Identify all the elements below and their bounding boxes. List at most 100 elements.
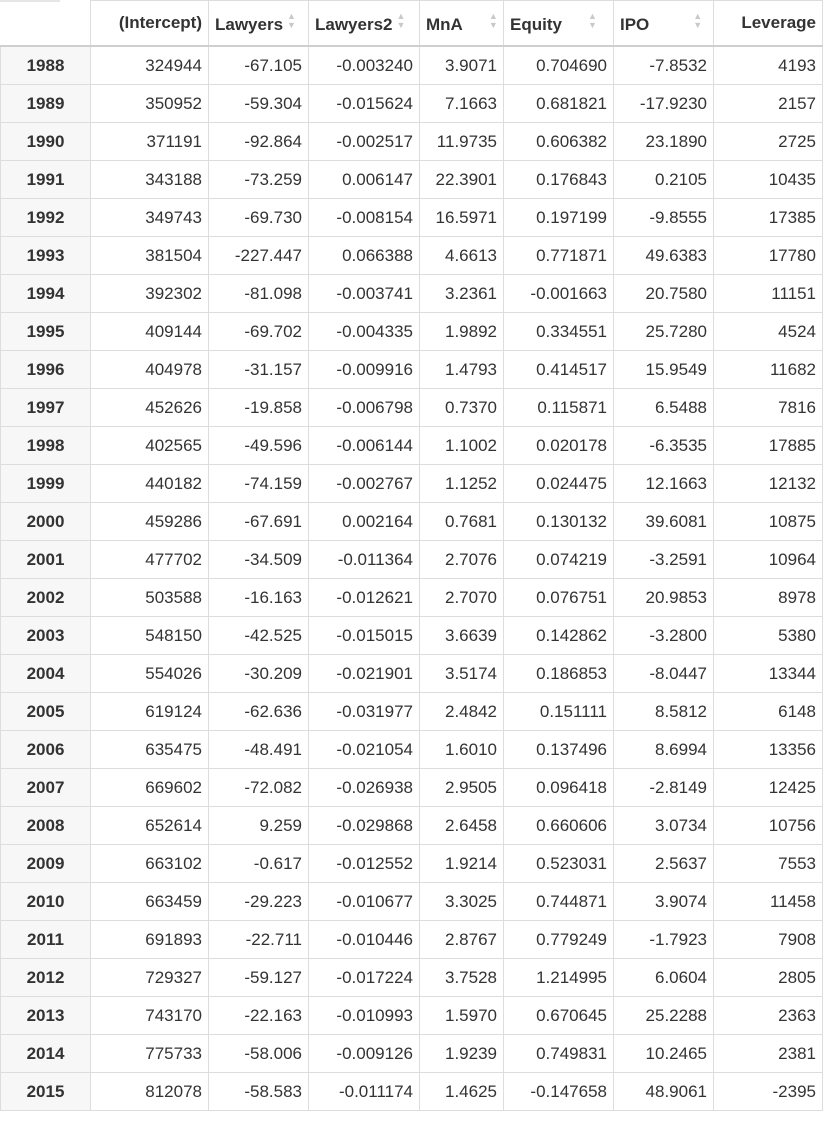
table-cell: 0.704690 (503, 45, 614, 85)
table-cell: 652614 (90, 806, 209, 845)
table-cell: -0.003741 (308, 274, 420, 313)
table-cell: -0.003240 (308, 45, 420, 85)
table-row: 1999 440182 -74.159 -0.002767 1.1252 0.024475… (0, 464, 823, 503)
table-cell: 6.0604 (613, 958, 714, 997)
table-cell: -17.9230 (613, 84, 714, 123)
table-cell: 349743 (90, 198, 209, 237)
table-cell: 3.3025 (419, 882, 504, 921)
table-cell: 2805 (713, 958, 823, 997)
row-header-year: 2003 (0, 616, 91, 655)
sort-icon[interactable]: ▲ ▼ (693, 10, 703, 30)
table-cell: 0.523031 (503, 844, 614, 883)
table-cell: 392302 (90, 274, 209, 313)
table-cell: 2.6458 (419, 806, 504, 845)
table-cell: -58.583 (208, 1072, 309, 1111)
table-cell: 10964 (713, 540, 823, 579)
table-cell: 1.9214 (419, 844, 504, 883)
table-cell: 2381 (713, 1034, 823, 1073)
table-cell: 3.9071 (419, 45, 504, 85)
table-cell: 0.074219 (503, 540, 614, 579)
table-cell: 7.1663 (419, 84, 504, 123)
table-cell: 3.2361 (419, 274, 504, 313)
table-cell: 0.066388 (308, 236, 420, 275)
table-cell: 452626 (90, 388, 209, 427)
row-header-year: 1992 (0, 198, 91, 237)
table-cell: -0.006144 (308, 426, 420, 465)
table-cell: -0.012621 (308, 578, 420, 617)
column-header-equity[interactable]: Equity ▲ ▼ (503, 0, 614, 47)
table-cell: 371191 (90, 122, 209, 161)
table-cell: 1.214995 (503, 958, 614, 997)
table-cell: 15.9549 (613, 350, 714, 389)
table-cell: 17780 (713, 236, 823, 275)
column-header-lawyers2[interactable]: Lawyers2 ▲ ▼ (308, 0, 420, 47)
table-cell: 10756 (713, 806, 823, 845)
table-row: 2011 691893 -22.711 -0.010446 2.8767 0.779249… (0, 920, 823, 959)
row-header-year: 2004 (0, 654, 91, 693)
table-cell: -0.010677 (308, 882, 420, 921)
table-cell: 4193 (713, 45, 823, 85)
table-cell: -81.098 (208, 274, 309, 313)
table-cell: 17885 (713, 426, 823, 465)
table-cell: 1.4625 (419, 1072, 504, 1111)
table-cell: 5380 (713, 616, 823, 655)
table-cell: 0.771871 (503, 236, 614, 275)
table-cell: -0.015015 (308, 616, 420, 655)
column-header-label: Lawyers2 (315, 14, 393, 34)
table-cell: 6.5488 (613, 388, 714, 427)
table-cell: 6148 (713, 692, 823, 731)
table-row: 2000 459286 -67.691 0.002164 0.7681 0.130132 3… (0, 502, 823, 541)
table-cell: -59.127 (208, 958, 309, 997)
column-header-label: (Intercept) (118, 13, 202, 32)
table-cell: -0.012552 (308, 844, 420, 883)
table-cell: 0.681821 (503, 84, 614, 123)
table-body: 1988 324944 -67.105 -0.003240 3.9071 0.704690… (0, 45, 823, 1111)
table-cell: 10.2465 (613, 1034, 714, 1073)
table-cell: 3.9074 (613, 882, 714, 921)
table-cell: 16.5971 (419, 198, 504, 237)
table-cell: 2.8767 (419, 920, 504, 959)
table-row: 1991 343188 -73.259 0.006147 22.3901 0.176843… (0, 160, 823, 199)
table-cell: -73.259 (208, 160, 309, 199)
column-header-intercept[interactable]: (Intercept) (90, 0, 209, 47)
table-row: 1990 371191 -92.864 -0.002517 11.9735 0.60638… (0, 122, 823, 161)
table-cell: 1.9239 (419, 1034, 504, 1073)
row-header-year: 1991 (0, 160, 91, 199)
table-cell: 0.024475 (503, 464, 614, 503)
row-header-year: 2000 (0, 502, 91, 541)
column-header-lawyers[interactable]: Lawyers ▲ ▼ (208, 0, 309, 47)
column-header-ipo[interactable]: IPO ▲ ▼ (613, 0, 714, 47)
table-cell: 7553 (713, 844, 823, 883)
table-cell: 0.130132 (503, 502, 614, 541)
table-cell: 743170 (90, 996, 209, 1035)
row-header-year: 2014 (0, 1034, 91, 1073)
row-header-year: 1995 (0, 312, 91, 351)
sort-icon[interactable]: ▲ ▼ (396, 10, 406, 30)
table-row: 2013 743170 -22.163 -0.010993 1.5970 0.670645… (0, 996, 823, 1035)
table-cell: -0.011174 (308, 1072, 420, 1111)
table-cell: 1.1002 (419, 426, 504, 465)
sort-icon[interactable]: ▲ ▼ (287, 10, 296, 30)
sort-icon[interactable]: ▲ ▼ (488, 10, 498, 30)
column-header-leverage[interactable]: Leverage (713, 0, 823, 47)
table-cell: -72.082 (208, 768, 309, 807)
table-cell: 13344 (713, 654, 823, 693)
column-header-label: Lawyers (215, 14, 284, 34)
table-cell: 554026 (90, 654, 209, 693)
table-cell: 350952 (90, 84, 209, 123)
table-cell: 2157 (713, 84, 823, 123)
corner-cell (0, 0, 91, 47)
table-cell: -227.447 (208, 236, 309, 275)
table-cell: 48.9061 (613, 1072, 714, 1111)
column-header-mna[interactable]: MnA ▲ ▼ (419, 0, 504, 47)
table-cell: 2.5637 (613, 844, 714, 883)
table-row: 2004 554026 -30.209 -0.021901 3.5174 0.186853… (0, 654, 823, 693)
table-cell: 25.7280 (613, 312, 714, 351)
table-row: 2001 477702 -34.509 -0.011364 2.7076 0.074219… (0, 540, 823, 579)
table-cell: -42.525 (208, 616, 309, 655)
table-cell: 9.259 (208, 806, 309, 845)
sort-icon[interactable]: ▲ ▼ (587, 10, 597, 30)
table-cell: -0.617 (208, 844, 309, 883)
row-header-year: 1997 (0, 388, 91, 427)
